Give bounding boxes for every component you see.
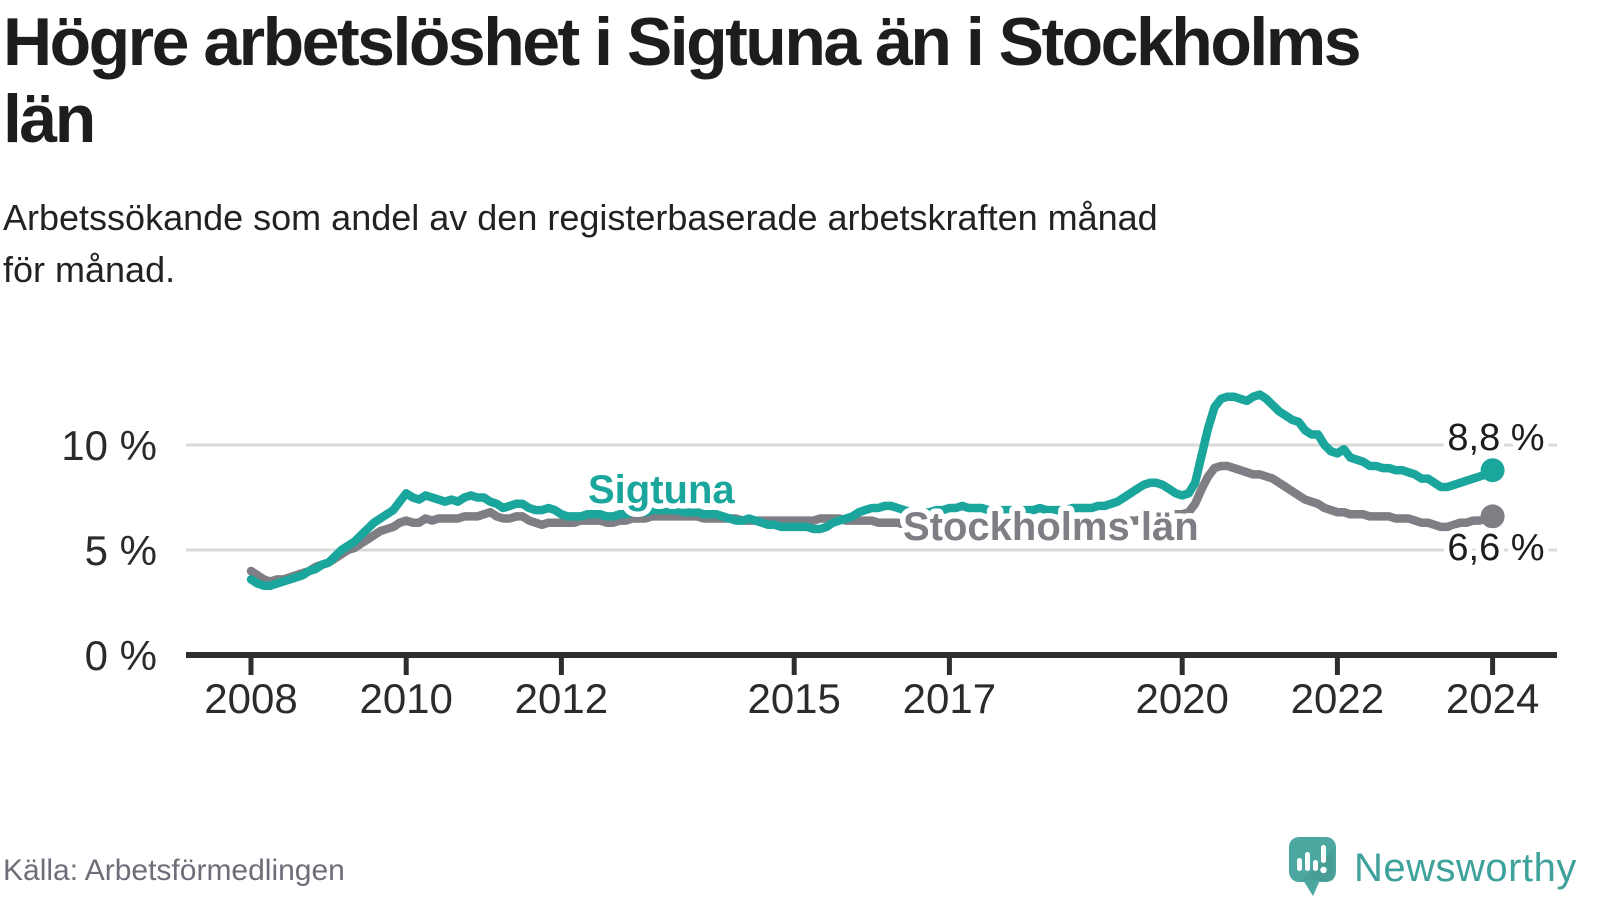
end-value-label-stockholms-lan: 6,6 % <box>1447 527 1544 569</box>
chart-header: Högre arbetslöshet i Sigtuna än i Stockh… <box>3 4 1563 296</box>
x-tick-label-2024: 2024 <box>1446 675 1539 722</box>
series-end-dot-stockholms-lan <box>1480 504 1505 529</box>
page-title: Högre arbetslöshet i Sigtuna än i Stockh… <box>3 4 1563 158</box>
page-title-line-1: Högre arbetslöshet i Sigtuna än i Stockh… <box>3 4 1362 80</box>
end-value-label-sigtuna: 8,8 % <box>1447 417 1544 459</box>
y-tick-label-10pct: 10 % <box>61 422 157 469</box>
y-tick-label-0pct: 0 % <box>85 632 157 679</box>
y-tick-label-5pct: 5 % <box>85 527 157 574</box>
series-end-dot-sigtuna <box>1480 458 1505 483</box>
x-tick-label-2015: 2015 <box>747 675 840 722</box>
x-tick-label-2008: 2008 <box>204 675 297 722</box>
page-title-line-2: län <box>3 80 96 157</box>
x-tick-label-2012: 2012 <box>515 675 608 722</box>
x-tick-label-2022: 2022 <box>1291 675 1384 722</box>
newsworthy-logo-text: Newsworthy <box>1354 845 1577 890</box>
chart-subtitle-line-1: Arbetssökande som andel av den registerb… <box>3 196 1158 238</box>
series-line-stockholms-lan <box>246 461 1497 586</box>
chart-subtitle-line-2: för månad. <box>3 248 176 290</box>
series-label-stockholms-lan: Stockholms län <box>903 505 1199 549</box>
x-tick-label-2017: 2017 <box>903 675 996 722</box>
newsworthy-logo: Newsworthy <box>1288 836 1577 900</box>
source-note: Källa: Arbetsförmedlingen <box>3 854 345 887</box>
x-tick-label-2010: 2010 <box>359 675 452 722</box>
speech-bubble-bar-chart-icon <box>1289 837 1336 896</box>
series-line-sigtuna <box>246 390 1497 590</box>
series-label-sigtuna: Sigtuna <box>588 468 735 512</box>
x-tick-label-2020: 2020 <box>1135 675 1228 722</box>
chart-subtitle: Arbetssökande som andel av den registerb… <box>3 192 1563 296</box>
